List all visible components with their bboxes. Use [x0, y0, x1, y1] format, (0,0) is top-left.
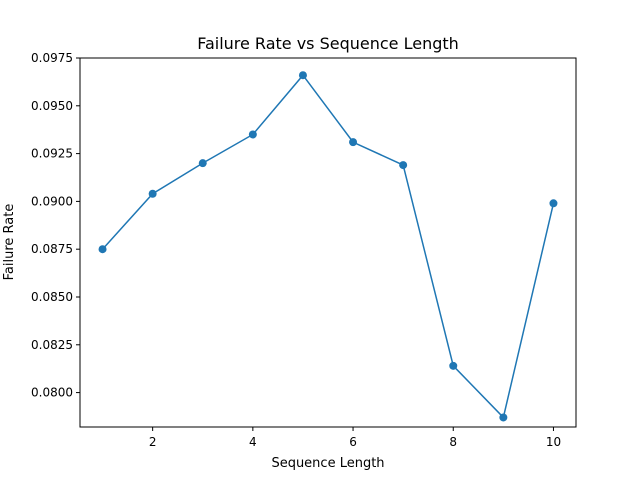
y-tick-label: 0.0850: [31, 290, 73, 304]
x-tick-label: 6: [349, 435, 357, 449]
data-point: [499, 413, 508, 422]
x-tick-label: 4: [249, 435, 257, 449]
y-axis-label: Failure Rate: [2, 204, 17, 281]
x-tick-label: 2: [149, 435, 157, 449]
x-tick-label: 10: [546, 435, 561, 449]
y-axis: 0.0800 0.0825 0.0850 0.0875 0.0900 0.0925 0.09…: [31, 51, 80, 400]
data-point: [549, 199, 558, 208]
data-point: [449, 361, 458, 370]
data-point: [298, 71, 307, 80]
data-point: [198, 159, 207, 168]
x-tick-label: 8: [449, 435, 457, 449]
data-point: [399, 161, 408, 170]
plot-area-frame: [79, 57, 577, 428]
x-axis: 2 4 6 8 10: [149, 427, 561, 449]
data-point: [349, 138, 358, 147]
y-tick-label: 0.0825: [31, 338, 73, 352]
data-point: [148, 189, 157, 198]
data-point: [248, 130, 257, 139]
chart-title: Failure Rate vs Sequence Length: [197, 34, 459, 53]
y-tick-label: 0.0975: [31, 51, 73, 65]
y-tick-label: 0.0800: [31, 386, 73, 400]
y-tick-label: 0.0925: [31, 147, 73, 161]
series-line: [101, 74, 555, 419]
data-point: [98, 245, 107, 254]
y-tick-label: 0.0900: [31, 194, 73, 208]
series-group: [98, 71, 558, 422]
x-axis-label: Sequence Length: [271, 456, 384, 471]
y-tick-label: 0.0950: [31, 99, 73, 113]
y-tick-label: 0.0875: [31, 242, 73, 256]
